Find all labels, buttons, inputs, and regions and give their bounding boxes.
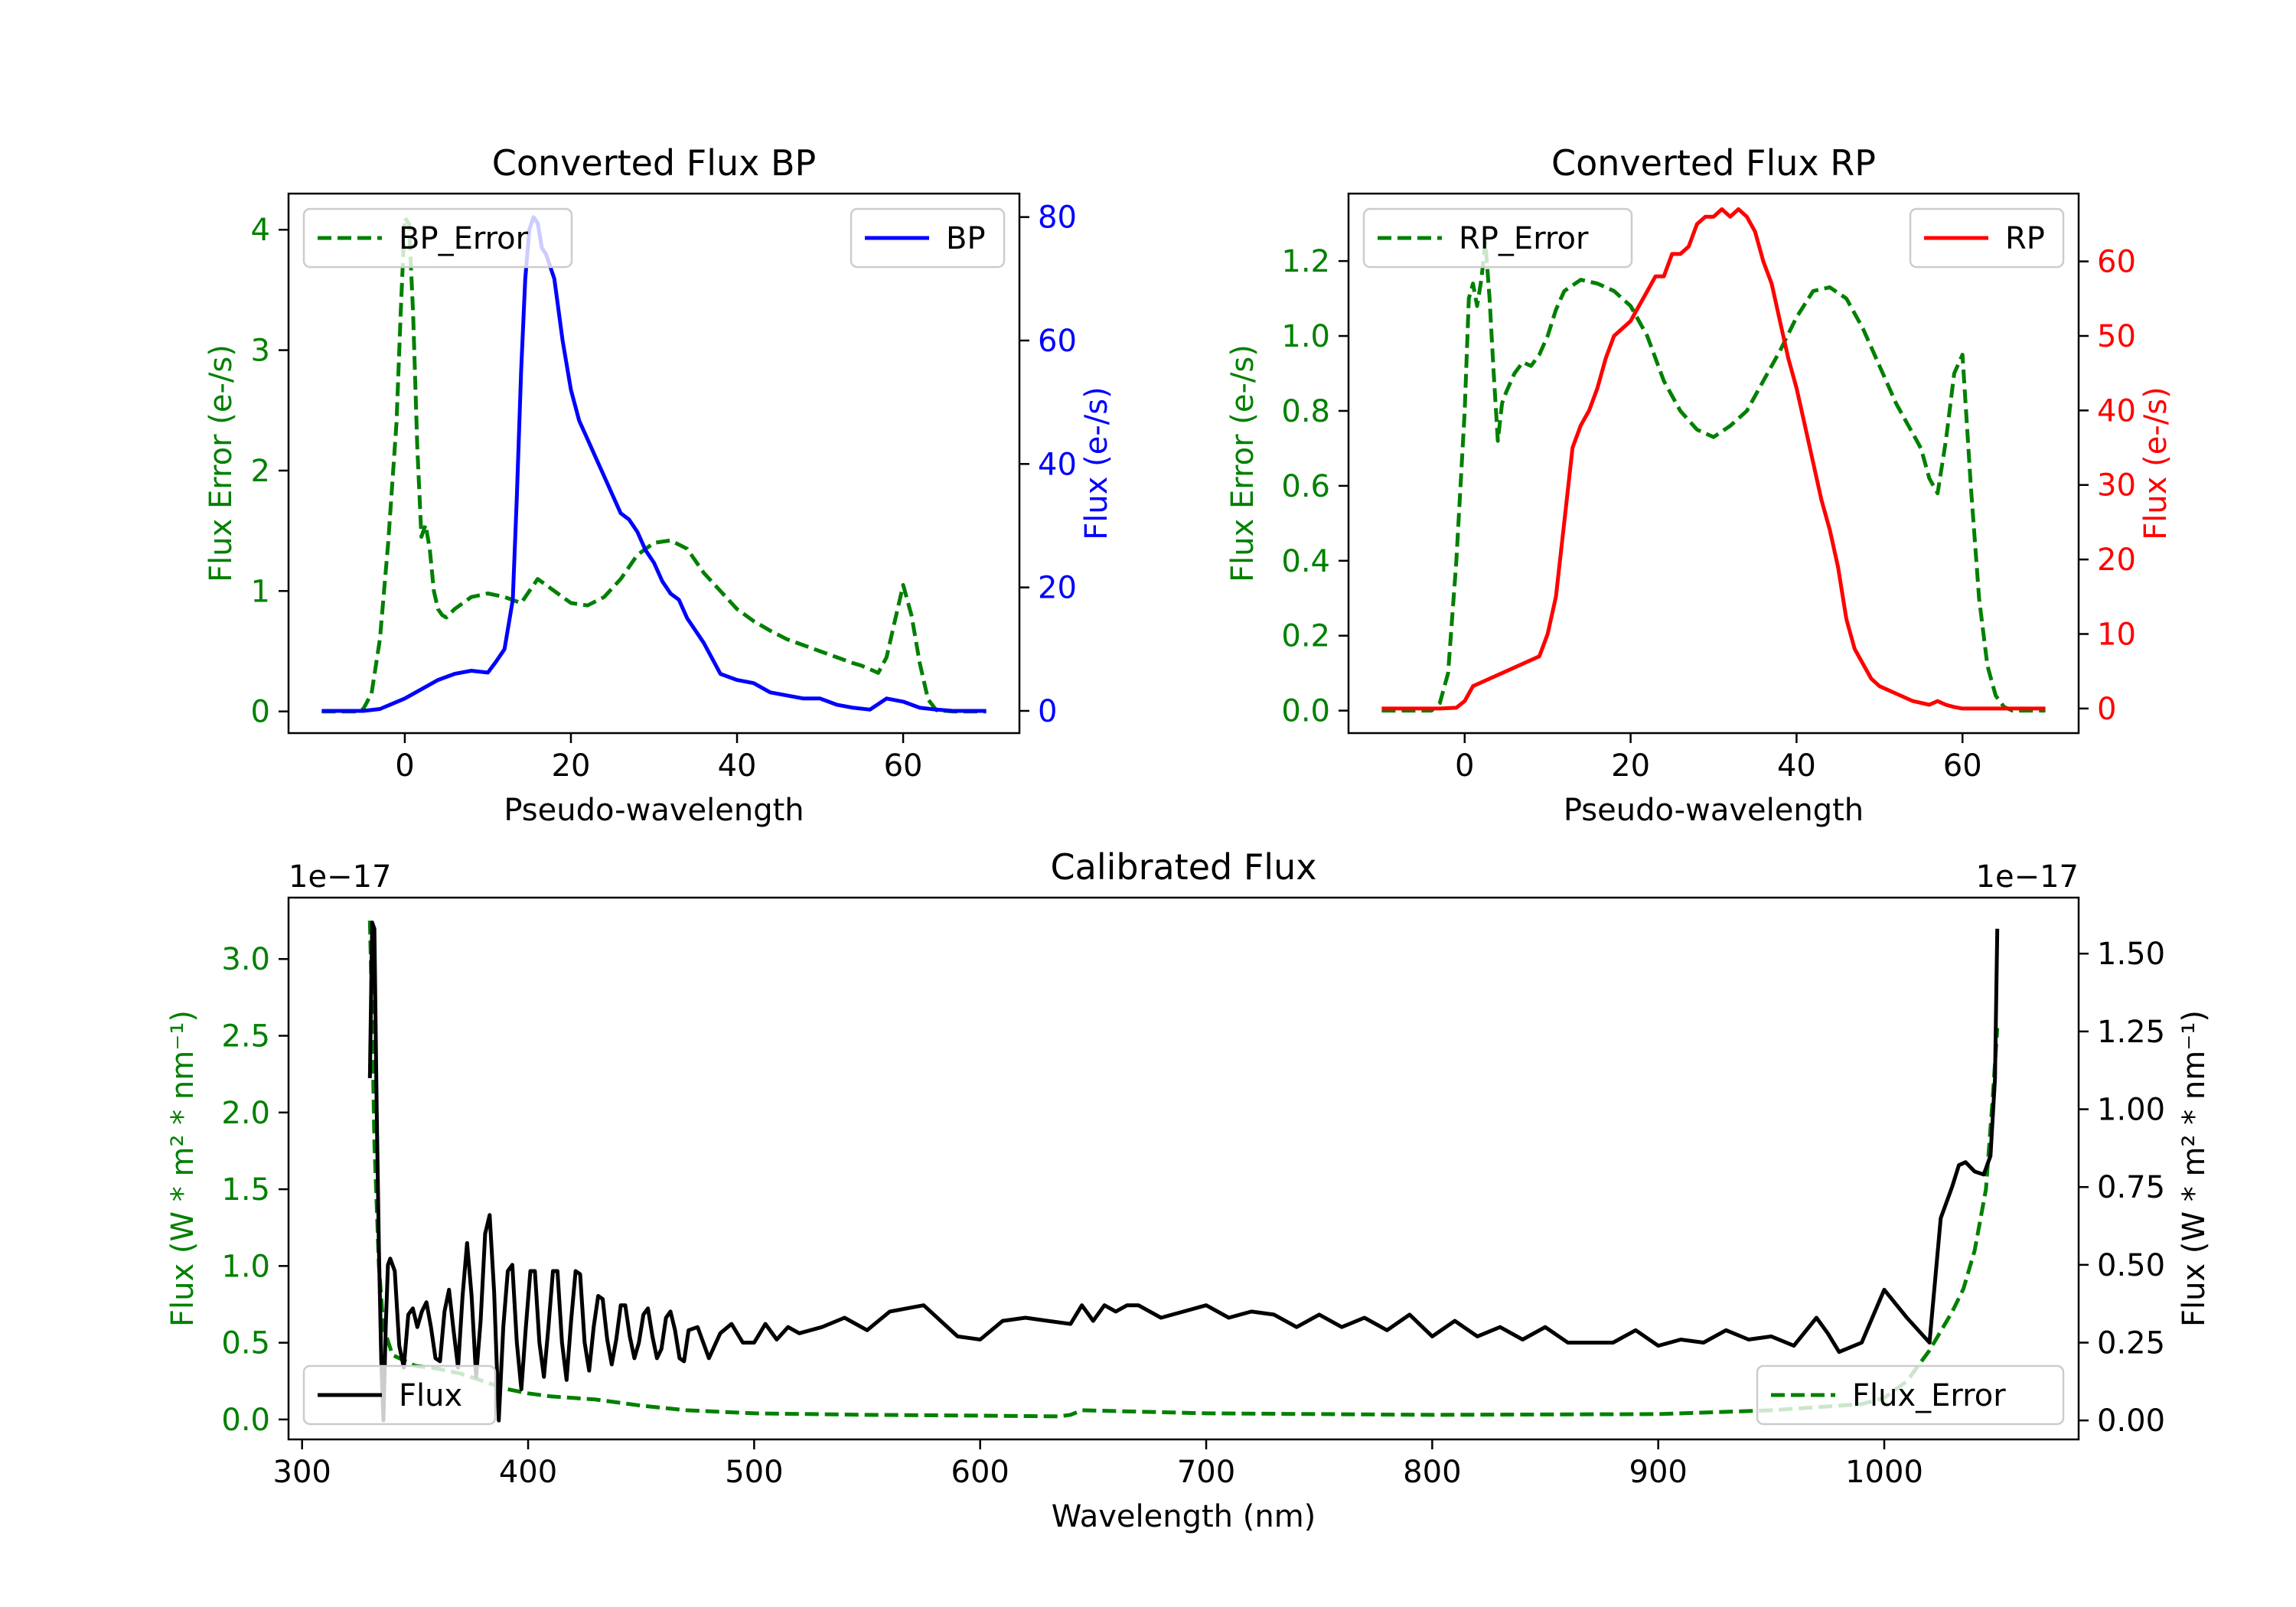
y-left-tick-label: 0.2 — [1281, 619, 1330, 654]
chart-calibrated: 300 400 500 600 700 800 900 1000 0.0 0.5 1.0 1.5 2.0… — [165, 846, 2212, 1534]
legend-error: Flux_Error — [1756, 1364, 2065, 1426]
y-left-tick-label: 2.0 — [221, 1096, 270, 1131]
y-right-tick-label: 40 — [1038, 447, 1077, 482]
y-right-tick-label: 30 — [2097, 468, 2136, 504]
series-bp-error — [321, 216, 987, 714]
series-rp-error — [1381, 240, 2046, 713]
y-right-axis-label: Flux (e-/s) — [2138, 386, 2174, 539]
legend-label: BP_Error — [399, 221, 529, 256]
x-tick-label: 300 — [273, 1455, 331, 1490]
x-tick-label: 400 — [499, 1455, 557, 1490]
legend-error: BP_Error — [302, 207, 573, 269]
x-tick-label: 800 — [1403, 1455, 1461, 1490]
legend-label: RP_Error — [1459, 221, 1589, 256]
y-left-tick-label: 1.0 — [1281, 319, 1330, 354]
legend-box — [1756, 1364, 2065, 1426]
legend-box — [302, 207, 573, 269]
y-right-axis-label: Flux (W * m² * nm⁻¹) — [2177, 1010, 2212, 1327]
x-tick-label: 40 — [1777, 748, 1816, 784]
chart-title: Calibrated Flux — [1051, 846, 1317, 888]
legend-box — [1362, 207, 1633, 269]
x-tick-label: 900 — [1629, 1455, 1688, 1490]
x-tick-label: 0 — [1455, 748, 1474, 784]
x-axis-label: Pseudo-wavelength — [1564, 793, 1864, 828]
series-rp — [1381, 207, 2046, 711]
y-right-tick-label: 20 — [1038, 571, 1077, 606]
y-left-axis-label: Flux Error (e-/s) — [204, 344, 239, 582]
y-right-tick-label: 0.50 — [2097, 1248, 2165, 1283]
x-tick-label: 0 — [395, 748, 414, 784]
y-right-offset-label: 1e−17 — [1976, 859, 2079, 895]
y-right-tick-label: 40 — [2097, 393, 2136, 429]
legend-box — [302, 1364, 497, 1426]
legend-label: RP — [2005, 221, 2045, 256]
y-right-tick-label: 1.00 — [2097, 1093, 2165, 1128]
chart-rp: 0 20 40 60 0.0 0.2 0.4 0.6 0.8 1.0 1.2 0 10 20 30 40 50 6… — [1225, 142, 2174, 828]
y-left-tick-label: 0.0 — [221, 1403, 270, 1438]
y-right-tick-label: 60 — [2097, 245, 2136, 280]
legend-error: RP_Error — [1362, 207, 1633, 269]
legend-flux: Flux — [302, 1364, 497, 1426]
legend-flux: RP — [1909, 207, 2065, 269]
y-left-tick-label: 0.6 — [1281, 469, 1330, 504]
x-tick-label: 60 — [884, 748, 923, 784]
y-left-tick-label: 0.4 — [1281, 544, 1330, 579]
y-right-tick-label: 0 — [2097, 692, 2116, 727]
axes-frame — [287, 192, 1021, 735]
x-axis-label: Wavelength (nm) — [1052, 1499, 1316, 1534]
y-left-tick-label: 0.5 — [221, 1326, 270, 1361]
x-tick-label: 20 — [1611, 748, 1650, 784]
y-right-tick-label: 60 — [1038, 324, 1077, 359]
y-right-tick-label: 10 — [2097, 617, 2136, 652]
y-left-offset-label: 1e−17 — [289, 859, 391, 895]
y-left-tick-label: 1.2 — [1281, 244, 1330, 279]
y-right-tick-label: 50 — [2097, 319, 2136, 354]
x-tick-label: 700 — [1177, 1455, 1235, 1490]
y-right-axis-label: Flux (e-/s) — [1079, 386, 1114, 539]
series-bp — [321, 215, 987, 713]
legend-label: Flux — [399, 1378, 462, 1413]
axes-frame — [287, 896, 2080, 1441]
y-left-tick-label: 0.0 — [1281, 694, 1330, 729]
legend-flux: BP — [850, 207, 1006, 269]
x-tick-label: 20 — [552, 748, 591, 784]
y-left-tick-label: 3 — [251, 334, 270, 369]
x-tick-label: 500 — [725, 1455, 783, 1490]
y-right-tick-label: 0 — [1038, 694, 1057, 729]
x-tick-label: 1000 — [1845, 1455, 1923, 1490]
y-right-tick-label: 1.25 — [2097, 1015, 2165, 1050]
x-axis-label: Pseudo-wavelength — [504, 793, 804, 828]
y-left-tick-label: 4 — [251, 213, 270, 248]
chart-title: Converted Flux RP — [1551, 142, 1876, 184]
y-left-tick-label: 2 — [251, 454, 270, 489]
chart-title: Converted Flux BP — [492, 142, 817, 184]
y-right-tick-label: 80 — [1038, 200, 1077, 236]
y-left-tick-label: 1 — [251, 574, 270, 609]
legend-label: Flux_Error — [1852, 1378, 2006, 1413]
y-right-tick-label: 1.50 — [2097, 937, 2165, 972]
y-right-tick-label: 0.25 — [2097, 1326, 2165, 1361]
y-left-tick-label: 0 — [251, 695, 270, 730]
x-tick-label: 600 — [951, 1455, 1009, 1490]
x-tick-label: 40 — [718, 748, 757, 784]
y-left-axis-label: Flux Error (e-/s) — [1225, 344, 1261, 582]
series-flux — [367, 921, 2000, 1423]
y-left-tick-label: 0.8 — [1281, 394, 1330, 429]
y-left-tick-label: 2.5 — [221, 1019, 270, 1054]
y-right-tick-label: 0.00 — [2097, 1403, 2165, 1439]
y-left-tick-label: 1.5 — [221, 1172, 270, 1208]
y-right-tick-label: 20 — [2097, 543, 2136, 578]
y-left-tick-label: 1.0 — [221, 1249, 270, 1284]
y-right-tick-label: 0.75 — [2097, 1170, 2165, 1205]
y-left-axis-label: Flux (W * m² * nm⁻¹) — [165, 1010, 201, 1327]
axes-frame — [1347, 192, 2080, 735]
legend-label: BP — [946, 221, 986, 256]
x-tick-label: 60 — [1943, 748, 1982, 784]
y-left-tick-label: 3.0 — [221, 942, 270, 977]
